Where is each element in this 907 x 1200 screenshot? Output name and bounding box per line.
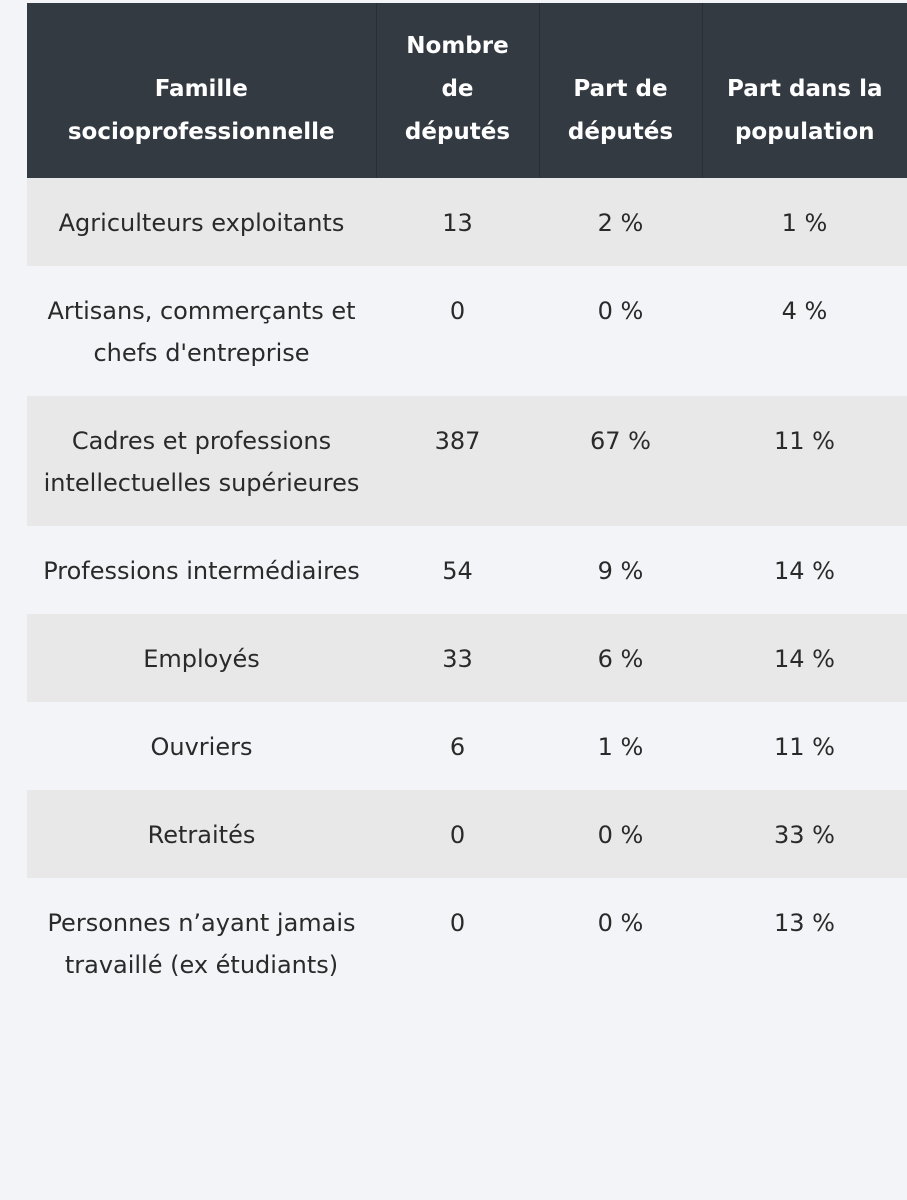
value-cell: 33 (376, 614, 539, 702)
category-cell: Professions intermédiaires (27, 526, 376, 614)
table-row: Retraités 0 0 % 33 % (27, 790, 907, 878)
value-cell: 13 (376, 178, 539, 266)
value-cell: 54 (376, 526, 539, 614)
value-cell: 14 % (702, 614, 907, 702)
category-cell: Cadres et professions intellectuelles su… (27, 396, 376, 526)
value-cell: 11 % (702, 702, 907, 790)
table-row: Ouvriers 6 1 % 11 % (27, 702, 907, 790)
category-cell: Retraités (27, 790, 376, 878)
value-cell: 2 % (539, 178, 702, 266)
table-row: Employés 33 6 % 14 % (27, 614, 907, 702)
value-cell: 14 % (702, 526, 907, 614)
value-cell: 33 % (702, 790, 907, 878)
value-cell: 13 % (702, 878, 907, 1008)
value-cell: 1 % (539, 702, 702, 790)
table-row: Artisans, commerçants et chefs d'entrepr… (27, 266, 907, 396)
header-row: Famille socioprofessionnelle Nombre de dé… (27, 3, 907, 178)
value-cell: 0 % (539, 790, 702, 878)
data-table: Famille socioprofessionnelle Nombre de dé… (27, 3, 907, 1008)
category-cell: Personnes n’ayant jamais travaillé (ex é… (27, 878, 376, 1008)
category-cell: Employés (27, 614, 376, 702)
table-header: Famille socioprofessionnelle Nombre de dé… (27, 3, 907, 178)
value-cell: 4 % (702, 266, 907, 396)
value-cell: 1 % (702, 178, 907, 266)
table-row: Professions intermédiaires 54 9 % 14 % (27, 526, 907, 614)
value-cell: 9 % (539, 526, 702, 614)
value-cell: 0 (376, 266, 539, 396)
value-cell: 11 % (702, 396, 907, 526)
value-cell: 0 % (539, 878, 702, 1008)
value-cell: 6 % (539, 614, 702, 702)
value-cell: 67 % (539, 396, 702, 526)
category-cell: Artisans, commerçants et chefs d'entrepr… (27, 266, 376, 396)
value-cell: 0 % (539, 266, 702, 396)
table-row: Agriculteurs exploitants 13 2 % 1 % (27, 178, 907, 266)
table-row: Cadres et professions intellectuelles su… (27, 396, 907, 526)
category-cell: Ouvriers (27, 702, 376, 790)
table-row: Personnes n’ayant jamais travaillé (ex é… (27, 878, 907, 1008)
header-cell: Famille socioprofessionnelle (27, 3, 377, 178)
header-cell: Nombre de députés (376, 3, 540, 178)
value-cell: 0 (376, 790, 539, 878)
value-cell: 0 (376, 878, 539, 1008)
value-cell: 387 (376, 396, 539, 526)
table-body: Agriculteurs exploitants 13 2 % 1 % Artisans… (27, 178, 907, 1008)
value-cell: 6 (376, 702, 539, 790)
header-cell: Part de députés (539, 3, 703, 178)
header-cell: Part dans la population (702, 3, 907, 178)
category-cell: Agriculteurs exploitants (27, 178, 376, 266)
